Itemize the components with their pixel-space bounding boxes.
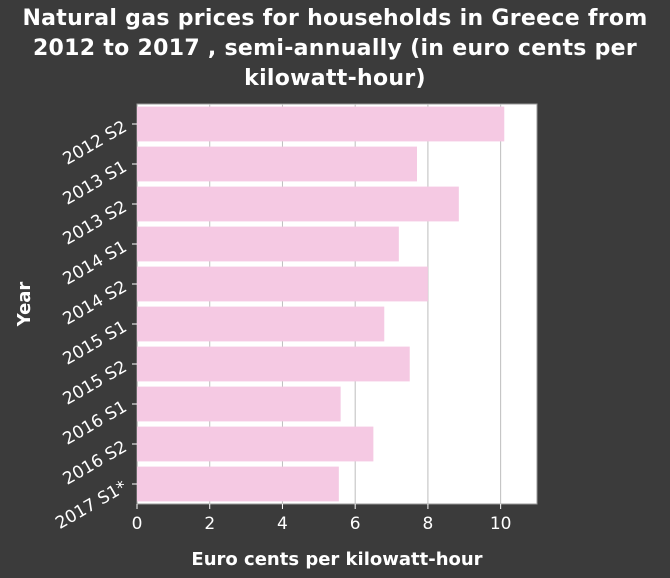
x-tick-label-5: 10 [490, 514, 512, 534]
bar-9 [137, 466, 339, 502]
y-axis-label: Year [14, 282, 35, 328]
x-tick-label-1: 2 [204, 514, 215, 534]
bar-0 [137, 106, 505, 142]
x-tick-label-3: 6 [350, 514, 361, 534]
y-tick-label-9: 2017 S1* [52, 477, 130, 534]
bar-6 [137, 346, 410, 382]
x-tick-label-2: 4 [277, 514, 288, 534]
chart-title: Natural gas prices for households in Gre… [22, 6, 648, 91]
bars [137, 106, 505, 502]
bar-4 [137, 266, 428, 302]
x-axis-label: Euro cents per kilowatt-hour [191, 549, 482, 570]
x-tick-label-4: 8 [422, 514, 433, 534]
x-tick-labels: 0 2 4 6 8 10 [132, 504, 512, 534]
bar-5 [137, 306, 385, 342]
x-tick-label-0: 0 [132, 514, 143, 534]
bar-3 [137, 226, 399, 262]
bar-8 [137, 426, 374, 462]
bar-1 [137, 146, 417, 182]
bar-7 [137, 386, 341, 422]
bar-2 [137, 186, 459, 222]
